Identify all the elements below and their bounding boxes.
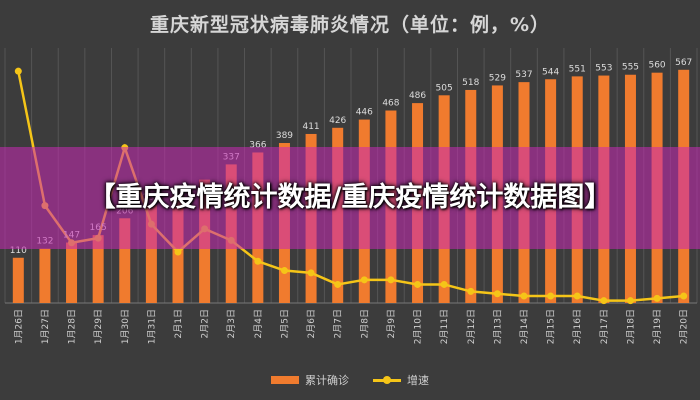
chart-title: 重庆新型冠状病毒肺炎情况（单位：例，%） — [149, 14, 551, 36]
growth-point-2月13日 — [493, 290, 501, 298]
bar-1月30日 — [119, 218, 131, 303]
bar-label-2月7日: 426 — [329, 116, 346, 126]
bar-label-2月19日: 560 — [648, 61, 665, 71]
legend-item-cumulative: 累计确诊 — [271, 372, 349, 388]
x-tick-2月3日: 2月3日 — [226, 309, 237, 338]
growth-point-2月11日 — [440, 280, 448, 288]
x-tick-2月15日: 2月15日 — [546, 309, 557, 344]
bar-1月29日 — [92, 235, 104, 303]
bar-label-2月4日: 366 — [249, 140, 266, 150]
growth-point-2月6日 — [307, 269, 315, 277]
bar-label-1月26日: 110 — [10, 246, 27, 256]
legend-label-growth: 增速 — [407, 374, 429, 387]
legend-bar-swatch — [271, 376, 299, 384]
x-tick-2月6日: 2月6日 — [306, 309, 317, 338]
x-tick-1月29日: 1月29日 — [93, 309, 104, 344]
x-tick-1月31日: 1月31日 — [146, 309, 157, 344]
x-tick-2月17日: 2月17日 — [599, 309, 610, 344]
bar-label-2月18日: 555 — [622, 63, 639, 73]
x-tick-2月1日: 2月1日 — [173, 309, 184, 338]
x-tick-2月13日: 2月13日 — [492, 309, 503, 344]
x-tick-2月16日: 2月16日 — [572, 309, 583, 344]
bar-label-2月9日: 468 — [382, 99, 399, 109]
growth-point-2月18日 — [626, 297, 634, 305]
bar-label-2月11日: 505 — [436, 83, 453, 93]
growth-point-2月16日 — [573, 292, 581, 300]
x-tick-2月5日: 2月5日 — [279, 309, 290, 338]
growth-point-2月8日 — [360, 276, 368, 284]
bar-1月28日 — [66, 242, 78, 303]
growth-point-1月26日 — [14, 67, 22, 75]
bar-label-2月8日: 446 — [356, 108, 373, 118]
bar-1月31日 — [145, 205, 157, 303]
x-tick-2月11日: 2月11日 — [439, 309, 450, 344]
x-tick-2月2日: 2月2日 — [200, 309, 211, 338]
legend-line-swatch — [373, 375, 401, 384]
bar-label-2月14日: 537 — [515, 70, 532, 80]
legend-item-growth: 增速 — [373, 372, 429, 388]
growth-point-2月1日 — [174, 248, 182, 256]
growth-point-2月20日 — [680, 292, 688, 300]
bar-label-2月13日: 529 — [489, 73, 506, 83]
x-tick-2月19日: 2月19日 — [652, 309, 663, 344]
legend: 累计确诊 增速 — [0, 372, 700, 388]
growth-point-2月5日 — [280, 267, 288, 275]
legend-label-cumulative: 累计确诊 — [305, 374, 349, 387]
x-tick-2月8日: 2月8日 — [359, 309, 370, 338]
growth-point-2月10日 — [414, 280, 422, 288]
x-tick-1月28日: 1月28日 — [67, 309, 78, 344]
x-tick-1月27日: 1月27日 — [40, 309, 51, 344]
x-tick-2月4日: 2月4日 — [253, 309, 264, 338]
bar-label-2月6日: 411 — [302, 122, 319, 132]
x-tick-2月14日: 2月14日 — [519, 309, 530, 344]
bar-label-2月15日: 544 — [542, 67, 559, 77]
bar-label-2月5日: 389 — [276, 131, 293, 141]
bar-1月27日 — [39, 248, 51, 303]
x-tick-2月7日: 2月7日 — [333, 309, 344, 338]
bar-label-2月10日: 486 — [409, 91, 426, 101]
banner-text: 【重庆疫情统计数据/重庆疫情统计数据图】 — [88, 182, 612, 213]
growth-point-2月9日 — [387, 276, 395, 284]
growth-point-2月14日 — [520, 292, 528, 300]
growth-point-2月7日 — [334, 280, 342, 288]
x-tick-2月12日: 2月12日 — [466, 309, 477, 344]
growth-point-2月19日 — [653, 294, 661, 302]
growth-point-2月17日 — [600, 297, 608, 305]
bar-label-2月20日: 567 — [675, 58, 692, 68]
growth-point-2月15日 — [547, 292, 555, 300]
growth-point-2月4日 — [254, 257, 262, 265]
x-axis-ticks: 1月26日 1月27日 1月28日 1月29日 1月30日 1月31日 2月1日 2月2日 2月… — [13, 309, 689, 344]
x-tick-2月9日: 2月9日 — [386, 309, 397, 338]
overlay-banner: 【重庆疫情统计数据/重庆疫情统计数据图】 — [0, 147, 700, 249]
x-tick-1月30日: 1月30日 — [120, 309, 131, 344]
x-tick-2月20日: 2月20日 — [679, 309, 690, 344]
bar-label-2月16日: 551 — [569, 64, 586, 74]
bar-label-2月12日: 518 — [462, 78, 479, 88]
x-tick-2月10日: 2月10日 — [413, 309, 424, 344]
x-tick-1月26日: 1月26日 — [13, 309, 24, 344]
bar-label-2月17日: 553 — [595, 64, 612, 74]
growth-point-2月12日 — [467, 287, 475, 295]
bar-1月26日 — [12, 257, 24, 303]
x-tick-2月18日: 2月18日 — [625, 309, 636, 344]
